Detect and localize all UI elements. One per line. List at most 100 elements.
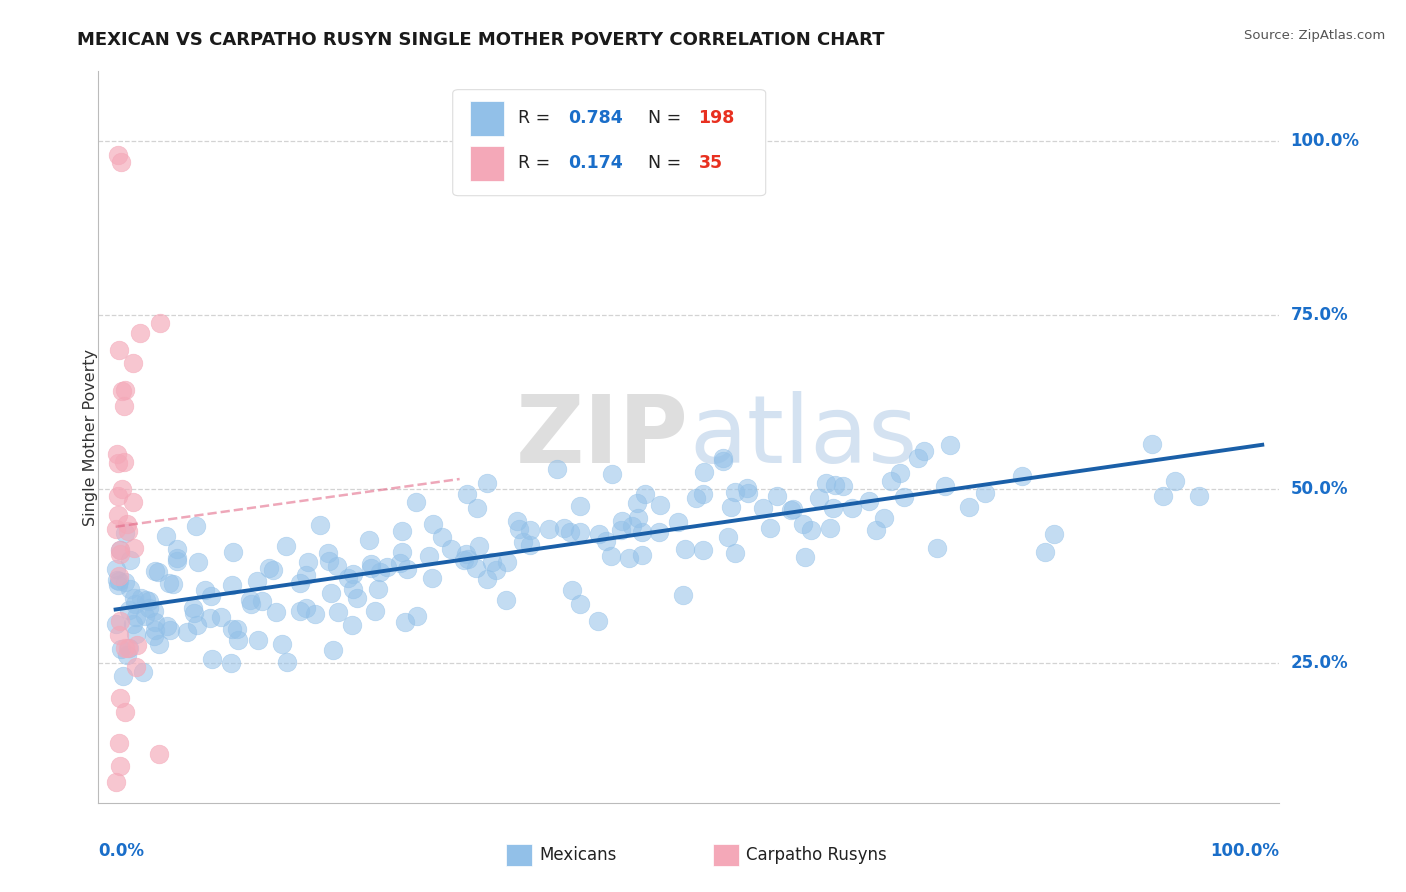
Bar xyxy=(471,101,503,136)
Point xyxy=(648,524,671,539)
Point xyxy=(391,524,413,538)
Point xyxy=(108,574,131,589)
Point xyxy=(792,516,814,531)
Point xyxy=(107,148,129,162)
Text: 0.174: 0.174 xyxy=(568,154,623,172)
Point xyxy=(453,553,475,567)
Point xyxy=(184,518,207,533)
Point xyxy=(246,632,269,647)
Point xyxy=(111,384,134,399)
Point xyxy=(124,541,146,555)
Point xyxy=(127,638,149,652)
Text: Carpatho Rusyns: Carpatho Rusyns xyxy=(745,846,886,863)
Point xyxy=(600,467,623,482)
Point xyxy=(519,538,541,552)
Point xyxy=(120,553,142,567)
Point xyxy=(1011,469,1033,483)
Point xyxy=(120,582,142,596)
Point xyxy=(115,648,138,663)
Point xyxy=(166,554,188,568)
Point xyxy=(117,641,139,656)
Point xyxy=(108,759,131,773)
Point xyxy=(276,655,298,669)
Point xyxy=(342,567,364,582)
Point xyxy=(104,522,127,536)
Point xyxy=(1033,545,1056,559)
Point xyxy=(108,343,131,357)
Point xyxy=(959,500,981,514)
Point xyxy=(226,623,249,637)
Point xyxy=(671,588,693,602)
Text: N =: N = xyxy=(648,109,681,127)
Point xyxy=(934,479,956,493)
Point xyxy=(692,465,714,479)
Point xyxy=(148,747,170,761)
Point xyxy=(360,558,382,572)
Point xyxy=(108,614,131,628)
Point xyxy=(561,583,583,598)
Point xyxy=(685,491,707,505)
Point xyxy=(364,604,387,618)
Point xyxy=(105,775,128,789)
Point xyxy=(107,456,129,470)
Point xyxy=(124,597,146,611)
Point xyxy=(858,494,880,508)
Point xyxy=(841,501,863,516)
Point xyxy=(276,539,298,553)
Point xyxy=(782,501,804,516)
Point xyxy=(132,665,155,679)
Point xyxy=(599,549,621,563)
Point xyxy=(250,593,273,607)
Point xyxy=(568,597,591,611)
Point xyxy=(114,526,136,541)
Point xyxy=(288,576,311,591)
Point xyxy=(187,555,209,569)
Point xyxy=(135,592,157,607)
Point xyxy=(114,575,136,590)
Point xyxy=(156,619,179,633)
Point xyxy=(477,475,499,490)
Bar xyxy=(506,845,531,866)
Point xyxy=(939,438,962,452)
Point xyxy=(1142,437,1164,451)
Point xyxy=(122,591,145,605)
Point xyxy=(112,399,135,413)
Point xyxy=(765,489,787,503)
Point xyxy=(430,531,453,545)
Point xyxy=(477,572,499,586)
Point xyxy=(481,555,503,569)
Point xyxy=(630,548,652,562)
Point xyxy=(200,589,222,603)
Point xyxy=(134,608,156,623)
Point xyxy=(117,524,139,538)
Point xyxy=(724,484,747,499)
Point xyxy=(673,541,696,556)
Point xyxy=(893,490,915,504)
Point xyxy=(394,615,416,629)
Point xyxy=(889,466,911,480)
Point xyxy=(610,514,633,528)
Point xyxy=(115,517,138,532)
Text: Source: ZipAtlas.com: Source: ZipAtlas.com xyxy=(1244,29,1385,42)
Point xyxy=(166,542,188,557)
Point xyxy=(495,593,517,607)
Point xyxy=(295,567,318,582)
Point xyxy=(122,495,145,509)
Point xyxy=(880,474,903,488)
Point xyxy=(143,623,166,637)
Point xyxy=(537,522,560,536)
Point xyxy=(391,544,413,558)
Point xyxy=(319,586,342,600)
Point xyxy=(148,637,170,651)
Text: 100.0%: 100.0% xyxy=(1211,842,1279,860)
Text: MEXICAN VS CARPATHO RUSYN SINGLE MOTHER POVERTY CORRELATION CHART: MEXICAN VS CARPATHO RUSYN SINGLE MOTHER … xyxy=(77,31,884,49)
Text: Mexicans: Mexicans xyxy=(538,846,616,863)
Point xyxy=(711,454,734,468)
Point xyxy=(110,543,132,558)
Text: R =: R = xyxy=(517,154,550,172)
Point xyxy=(271,637,294,651)
Point xyxy=(610,523,633,537)
Point xyxy=(143,564,166,578)
Point xyxy=(735,481,758,495)
Point xyxy=(907,451,929,466)
